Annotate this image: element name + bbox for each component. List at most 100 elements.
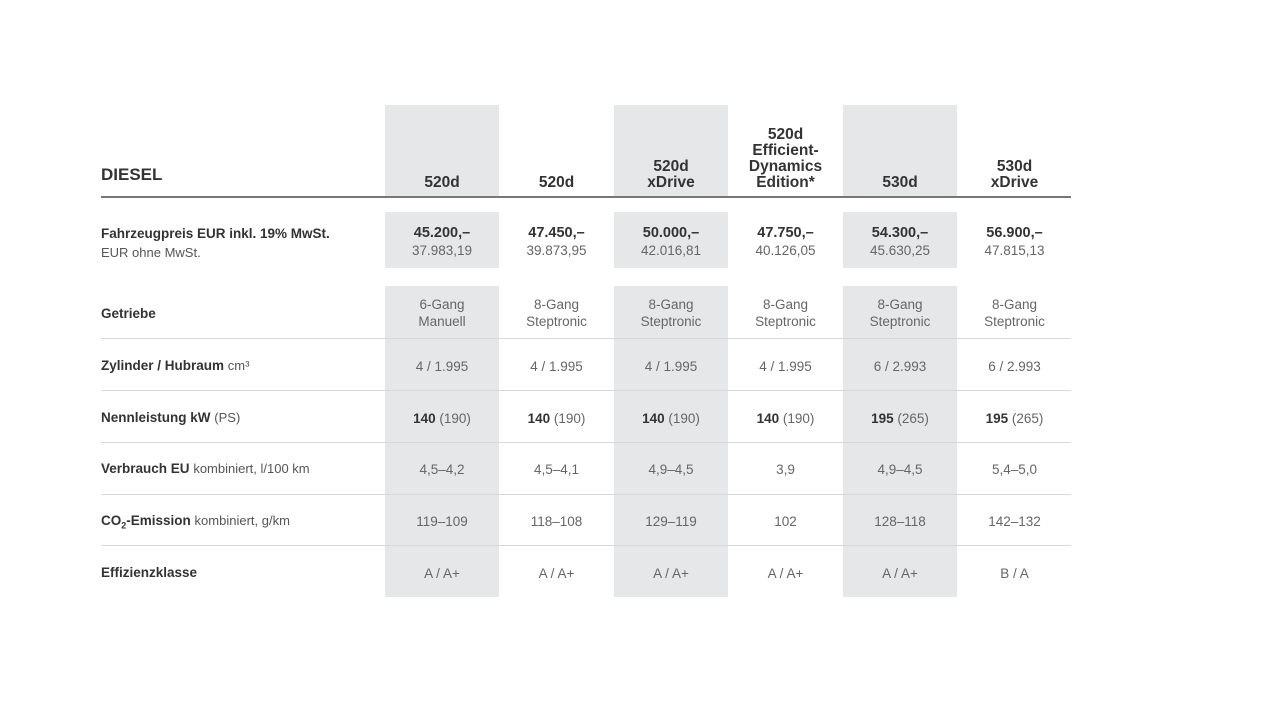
column-header-line: Efficient- <box>752 142 819 159</box>
co2-label-suffix: -Emission <box>126 513 191 528</box>
price-cell: 50.000,– 42.016,81 <box>614 225 728 259</box>
price-cell: 54.300,– 45.630,25 <box>843 225 957 259</box>
row-label: Fahrzeugpreis EUR inkl. 19% MwSt. <box>101 226 330 241</box>
row-label: EUR ohne MwSt. <box>101 245 201 260</box>
gearbox-cell: 8-Gang Steptronic <box>958 296 1072 330</box>
column-shade-price <box>614 212 728 268</box>
gearbox-name: Steptronic <box>984 314 1045 329</box>
price-net: 40.126,05 <box>755 243 816 258</box>
gearbox-name: Steptronic <box>869 314 931 329</box>
column-header: 530d <box>843 175 957 191</box>
column-header: 520d Efficient- Dynamics Edition* <box>729 127 843 191</box>
row-label: Zylinder / Hubraum cm³ <box>101 358 249 373</box>
column-header: 520d xDrive <box>614 159 728 191</box>
cylinders-label: Zylinder / Hubraum <box>101 358 225 373</box>
efficiency-cell: A / A+ <box>653 566 689 581</box>
power-ps: (190) <box>668 411 700 426</box>
row-divider <box>101 494 1071 495</box>
efficiency-cell: A / A+ <box>424 566 460 581</box>
column-header-line: xDrive <box>990 174 1039 191</box>
price-gross: 54.300,– <box>871 225 929 241</box>
gearbox-type: 8-Gang <box>533 297 580 312</box>
gearbox-cell: 8-Gang Steptronic <box>729 296 843 330</box>
consumption-cell: 4,5–4,1 <box>533 462 580 477</box>
power-ps: (190) <box>782 411 815 426</box>
power-cell: 140 (190) <box>614 410 728 427</box>
power-cell: 195 (265) <box>843 410 957 427</box>
price-gross: 47.450,– <box>528 225 585 241</box>
gearbox-cell: 8-Gang Steptronic <box>500 296 614 330</box>
co2-cell: 102 <box>774 514 797 529</box>
consumption-cell: 4,9–4,5 <box>648 462 694 477</box>
price-cell: 47.750,– 40.126,05 <box>729 225 843 259</box>
co2-cell: 129–119 <box>645 514 697 529</box>
price-net: 45.630,25 <box>869 243 931 258</box>
gearbox-name: Manuell <box>418 314 466 329</box>
co2-cell: 118–108 <box>530 514 583 529</box>
consumption-cell: 4,9–4,5 <box>877 462 923 477</box>
column-header-line: 530d <box>882 174 918 191</box>
co2-subscript: 2 <box>121 520 127 531</box>
price-cell: 56.900,– 47.815,13 <box>958 225 1072 259</box>
gearbox-type: 8-Gang <box>877 297 923 312</box>
co2-unit: kombiniert, g/km <box>194 513 290 528</box>
cylinders-cell: 4 / 1.995 <box>644 359 698 374</box>
price-cell: 45.200,– 37.983,19 <box>385 225 499 259</box>
column-shade-price <box>843 212 957 268</box>
gearbox-cell: 8-Gang Steptronic <box>614 296 728 330</box>
gearbox-type: 8-Gang <box>648 297 694 312</box>
price-gross: 45.200,– <box>413 225 471 241</box>
consumption-unit: kombiniert, l/100 km <box>193 461 310 476</box>
cylinders-cell: 6 / 2.993 <box>988 359 1041 374</box>
power-ps: (190) <box>439 411 471 426</box>
power-ps: (265) <box>897 411 929 426</box>
row-label: Verbrauch EU kombiniert, l/100 km <box>101 461 310 476</box>
power-label: Nennleistung kW <box>101 410 211 425</box>
power-cell: 140 (190) <box>500 410 614 427</box>
column-shade-price <box>385 212 499 268</box>
co2-cell: 128–118 <box>874 514 926 529</box>
consumption-label: Verbrauch EU <box>101 461 190 476</box>
price-sublabel: EUR ohne MwSt. <box>101 245 201 260</box>
column-header-line: xDrive <box>647 174 695 191</box>
row-label: Nennleistung kW (PS) <box>101 410 240 425</box>
row-label: Getriebe <box>101 306 156 321</box>
co2-label: CO <box>101 513 122 528</box>
power-cell: 140 (190) <box>385 410 499 427</box>
efficiency-cell: B / A <box>1000 566 1029 581</box>
column-header: 530d xDrive <box>958 159 1072 191</box>
efficiency-label: Effizienzklasse <box>101 565 198 580</box>
gearbox-type: 6-Gang <box>419 297 465 312</box>
cylinders-cell: 4 / 1.995 <box>530 359 583 374</box>
cylinders-cell: 6 / 2.993 <box>873 359 927 374</box>
power-cell: 140 (190) <box>729 410 843 427</box>
cylinders-cell: 4 / 1.995 <box>759 359 812 374</box>
column-shade-header <box>385 105 499 196</box>
row-label: CO2-Emission kombiniert, g/km <box>101 513 290 531</box>
price-net: 42.016,81 <box>640 243 702 258</box>
gearbox-type: 8-Gang <box>991 297 1038 312</box>
efficiency-cell: A / A+ <box>767 566 804 581</box>
co2-cell: 142–132 <box>988 514 1041 529</box>
price-net: 47.815,13 <box>984 243 1045 258</box>
section-title: DIESEL <box>101 165 163 184</box>
column-header-line: 520d <box>538 174 575 191</box>
consumption-cell: 4,5–4,2 <box>419 462 465 477</box>
power-kw: 195 <box>985 411 1009 426</box>
cylinders-unit: cm³ <box>227 358 250 373</box>
column-header-line: 520d <box>653 158 689 175</box>
row-divider <box>101 442 1071 443</box>
gearbox-type: 8-Gang <box>762 297 809 312</box>
gearbox-cell: 8-Gang Steptronic <box>843 296 957 330</box>
consumption-cell: 5,4–5,0 <box>991 462 1038 477</box>
column-header-line: 520d <box>424 174 460 191</box>
row-divider <box>101 338 1071 339</box>
power-unit: (PS) <box>214 410 241 425</box>
gearbox-name: Steptronic <box>526 314 587 329</box>
price-gross: 50.000,– <box>642 225 700 241</box>
price-gross: 56.900,– <box>986 225 1043 241</box>
price-net: 39.873,95 <box>526 243 587 258</box>
header-divider <box>101 196 1071 198</box>
column-header-line: 530d <box>996 158 1033 175</box>
column-header-line: Edition* <box>756 174 815 191</box>
